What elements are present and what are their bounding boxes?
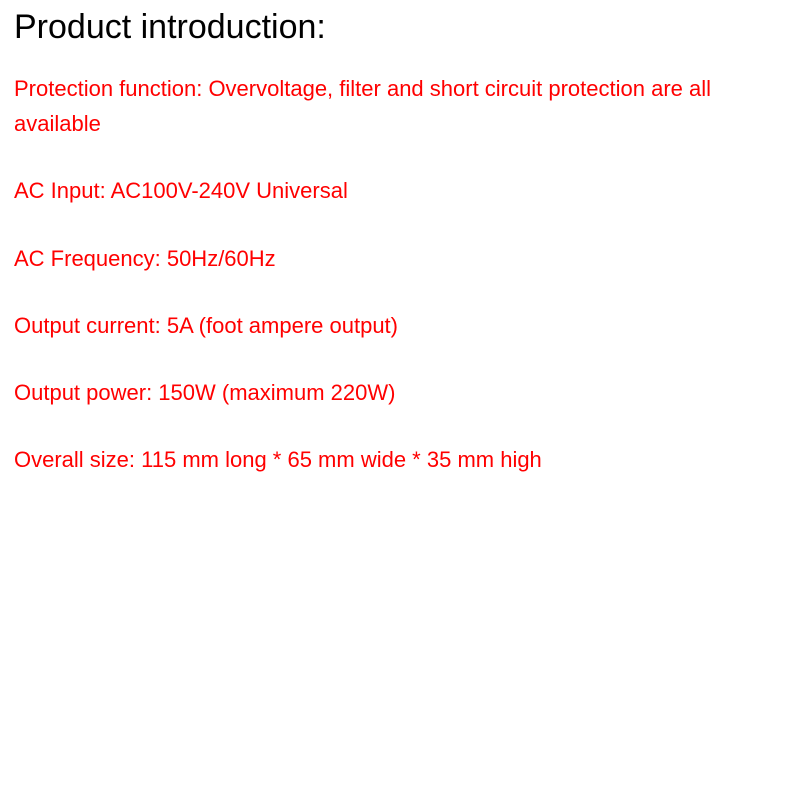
spec-output-power: Output power: 150W (maximum 220W) <box>14 375 786 410</box>
spec-ac-frequency: AC Frequency: 50Hz/60Hz <box>14 241 786 276</box>
spec-protection-function: Protection function: Overvoltage, filter… <box>14 71 786 141</box>
page-title: Product introduction: <box>14 8 786 47</box>
spec-output-current: Output current: 5A (foot ampere output) <box>14 308 786 343</box>
spec-ac-input: AC Input: AC100V-240V Universal <box>14 173 786 208</box>
spec-overall-size: Overall size: 115 mm long * 65 mm wide *… <box>14 442 786 477</box>
